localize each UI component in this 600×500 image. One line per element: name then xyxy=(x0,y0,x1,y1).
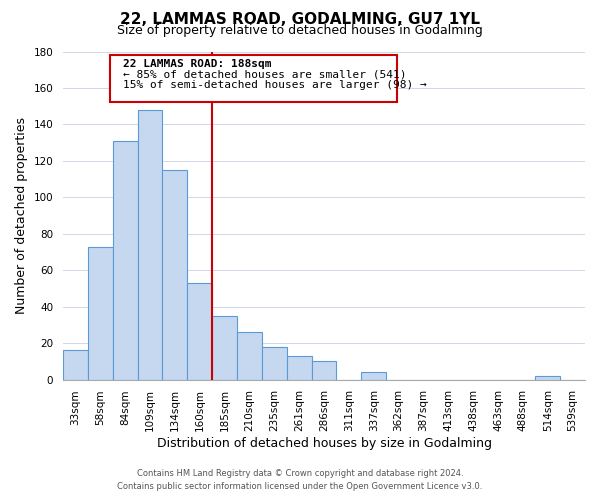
Bar xyxy=(63,350,88,380)
Y-axis label: Number of detached properties: Number of detached properties xyxy=(15,117,28,314)
Bar xyxy=(88,246,113,380)
Text: 22 LAMMAS ROAD: 188sqm: 22 LAMMAS ROAD: 188sqm xyxy=(123,58,272,68)
Text: Contains HM Land Registry data © Crown copyright and database right 2024.
Contai: Contains HM Land Registry data © Crown c… xyxy=(118,469,482,491)
Text: ← 85% of detached houses are smaller (541): ← 85% of detached houses are smaller (54… xyxy=(123,70,407,80)
Bar xyxy=(163,170,187,380)
Bar xyxy=(237,332,262,380)
Bar xyxy=(535,376,560,380)
Bar xyxy=(113,141,137,380)
Bar xyxy=(311,362,337,380)
Bar xyxy=(287,356,311,380)
Bar xyxy=(137,110,163,380)
Text: 22, LAMMAS ROAD, GODALMING, GU7 1YL: 22, LAMMAS ROAD, GODALMING, GU7 1YL xyxy=(120,12,480,28)
FancyBboxPatch shape xyxy=(110,55,397,102)
X-axis label: Distribution of detached houses by size in Godalming: Distribution of detached houses by size … xyxy=(157,437,491,450)
Bar xyxy=(262,347,287,380)
Bar xyxy=(187,283,212,380)
Bar xyxy=(212,316,237,380)
Text: Size of property relative to detached houses in Godalming: Size of property relative to detached ho… xyxy=(117,24,483,37)
Bar xyxy=(361,372,386,380)
Text: 15% of semi-detached houses are larger (98) →: 15% of semi-detached houses are larger (… xyxy=(123,80,427,90)
